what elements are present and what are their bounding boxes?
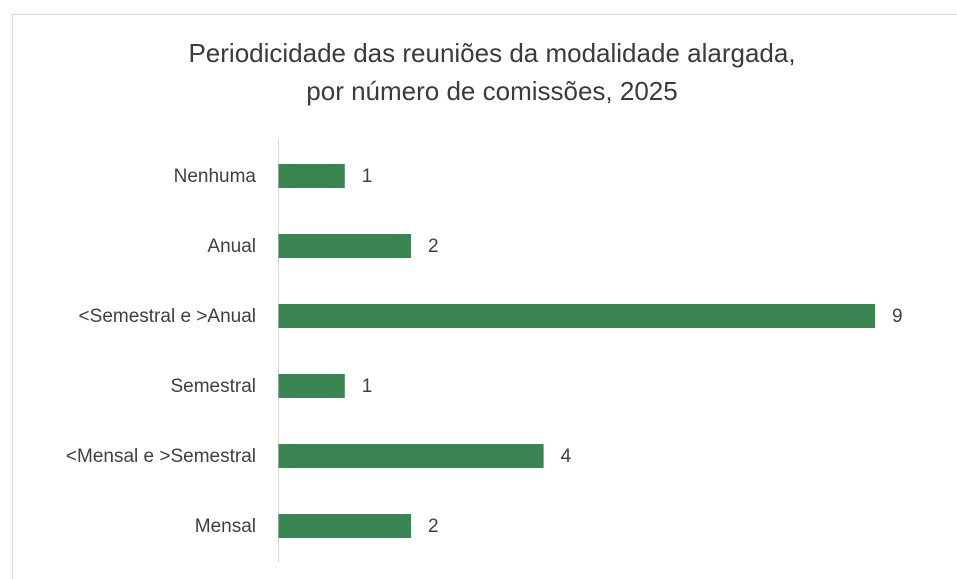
bar (278, 234, 412, 258)
data-label: 2 (428, 516, 439, 537)
bar (278, 374, 345, 398)
y-tick-label: Nenhuma (174, 166, 257, 187)
y-tick-label: <Semestral e >Anual (79, 306, 256, 327)
chart-frame (12, 14, 957, 579)
y-tick-label: Anual (207, 236, 256, 257)
data-label: 1 (362, 376, 373, 397)
chart-title: por número de comissões, 2025 (306, 76, 677, 106)
data-label: 1 (362, 166, 373, 187)
data-label: 4 (561, 446, 572, 467)
y-tick-label: Semestral (170, 376, 256, 397)
bar (278, 514, 412, 538)
bar (278, 164, 345, 188)
bar (278, 304, 875, 328)
chart-title: Periodicidade das reuniões da modalidade… (188, 38, 795, 68)
bar (278, 444, 544, 468)
y-tick-label: Mensal (195, 516, 256, 537)
data-label: 9 (892, 306, 903, 327)
data-label: 2 (428, 236, 439, 257)
y-tick-label: <Mensal e >Semestral (66, 446, 256, 467)
